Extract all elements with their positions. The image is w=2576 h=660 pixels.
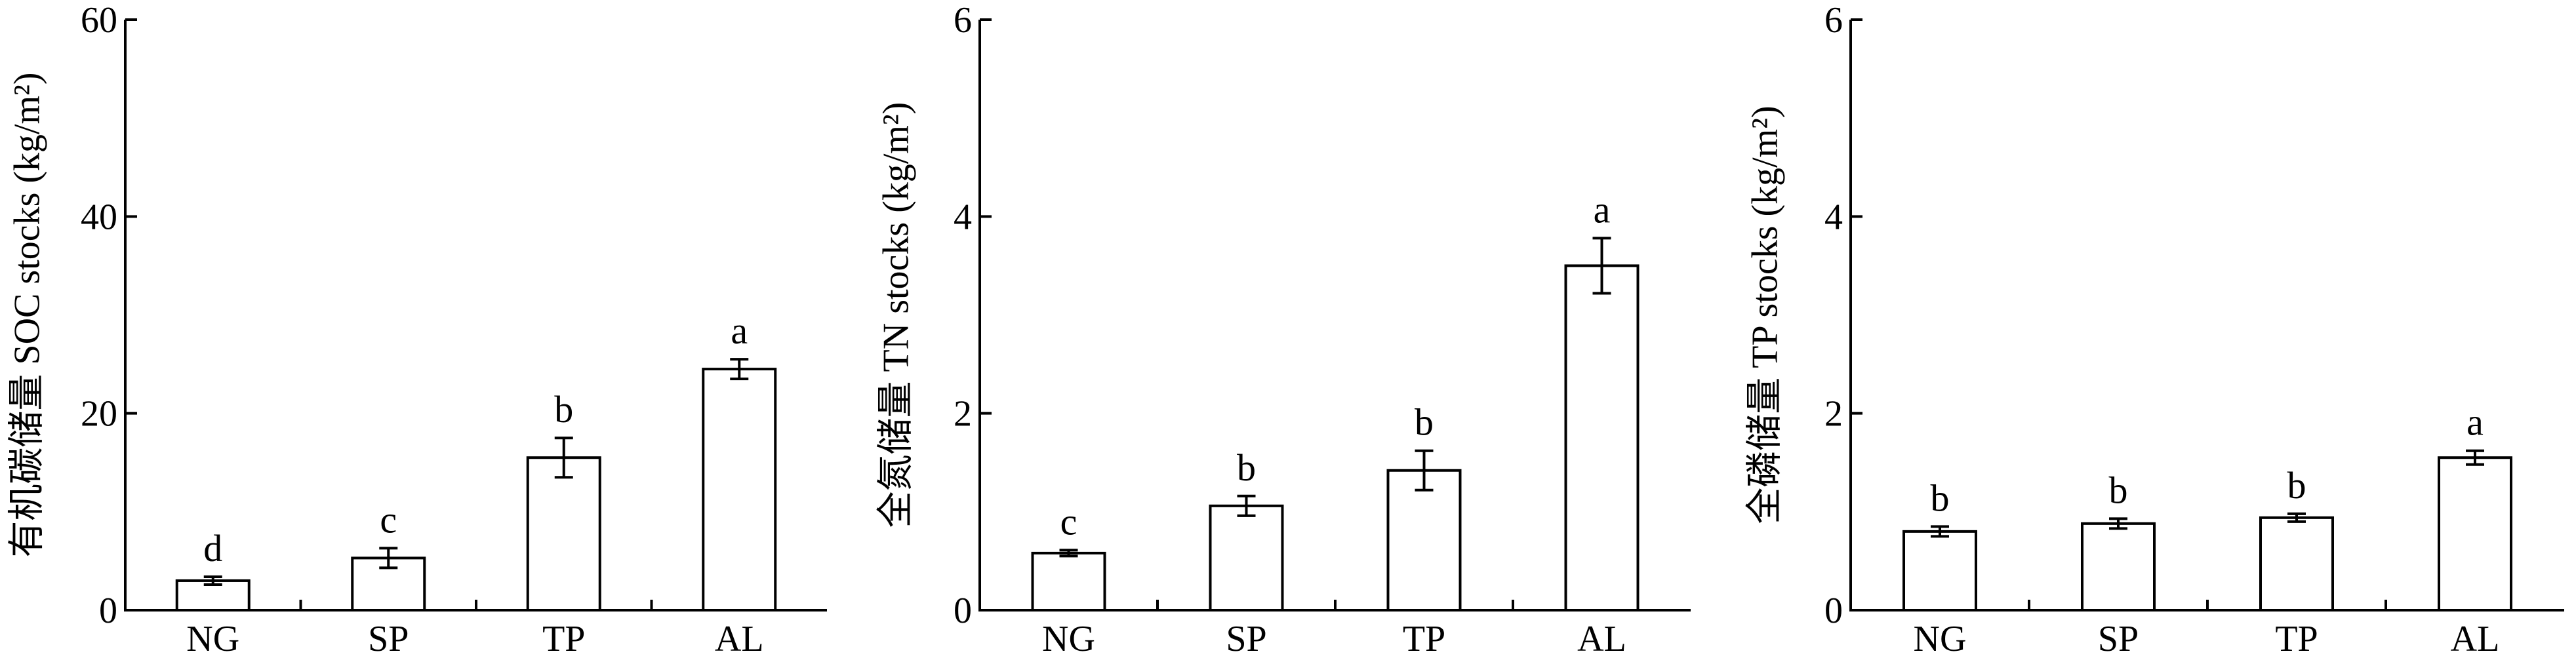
- y-tick-label: 2: [954, 394, 972, 435]
- significance-letter: b: [2287, 464, 2306, 507]
- chart-panel-3: 0 2 4 6 全磷储量 TP stocks (kg/m²) b NG b SP b TP a AL: [1745, 0, 2564, 659]
- x-tick-label: TP: [2275, 619, 2318, 659]
- significance-letter: a: [1594, 188, 1611, 231]
- bar-tp: [526, 456, 601, 611]
- significance-letter: c: [380, 498, 397, 541]
- significance-letter: a: [2466, 401, 2484, 444]
- x-tick-label: SP: [1226, 619, 1266, 659]
- y-axis-title: 全磷储量 TP stocks (kg/m²): [1745, 106, 1786, 524]
- y-tick-label: 0: [1824, 591, 1843, 631]
- bar-tp: [1386, 469, 1462, 611]
- chart-panel-1: 0 20 40 60 有机碳储量 SOC stocks (kg/m²) d NG c SP b TP…: [7, 0, 827, 659]
- bar-al: [2438, 456, 2512, 611]
- bar-sp: [2081, 522, 2156, 611]
- x-tick-label: NG: [1042, 619, 1095, 659]
- x-tick-label: AL: [715, 619, 764, 659]
- y-tick-label: 6: [954, 0, 972, 41]
- x-tick-label: TP: [542, 619, 585, 659]
- y-tick-label: 20: [81, 394, 117, 435]
- x-tick-label: NG: [186, 619, 239, 659]
- y-tick-label: 2: [1824, 394, 1843, 435]
- y-tick-label: 0: [99, 591, 117, 631]
- significance-letter: c: [1060, 500, 1077, 543]
- significance-letter: a: [731, 309, 748, 352]
- significance-letter: b: [1237, 446, 1256, 489]
- significance-letter: b: [1931, 476, 1950, 519]
- x-tick-label: AL: [2451, 619, 2500, 659]
- y-tick-label: 4: [954, 197, 972, 237]
- bar-al: [1564, 264, 1640, 611]
- x-tick-label: SP: [2098, 619, 2139, 659]
- bar-ng: [1031, 551, 1106, 611]
- significance-letter: b: [554, 388, 573, 431]
- chart-panel-2: 0 2 4 6 全氮储量 TN stocks (kg/m²) c NG b SP b TP a AL: [876, 0, 1691, 659]
- y-tick-label: 4: [1824, 197, 1843, 237]
- significance-letter: b: [1415, 401, 1434, 444]
- x-tick-label: SP: [368, 619, 409, 659]
- y-tick-label: 0: [954, 591, 972, 631]
- bar-tp: [2259, 516, 2334, 611]
- x-tick-label: AL: [1577, 619, 1626, 659]
- y-axis-title: 有机碳储量 SOC stocks (kg/m²): [7, 72, 48, 557]
- y-axis-title: 全氮储量 TN stocks (kg/m²): [876, 102, 917, 528]
- x-tick-label: NG: [1914, 619, 1967, 659]
- significance-letter: d: [203, 527, 222, 570]
- bar-al: [702, 368, 777, 611]
- bar-sp: [1209, 504, 1284, 611]
- y-tick-label: 6: [1824, 0, 1843, 41]
- y-tick-label: 60: [81, 0, 117, 41]
- y-tick-label: 40: [81, 197, 117, 237]
- significance-letter: b: [2109, 469, 2128, 511]
- x-tick-label: TP: [1403, 619, 1445, 659]
- bar-ng: [1902, 530, 1977, 611]
